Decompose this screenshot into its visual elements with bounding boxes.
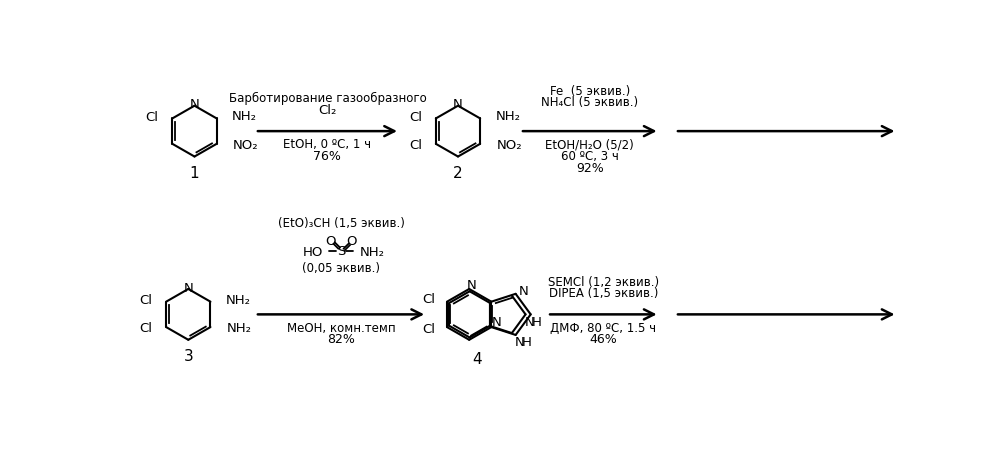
Text: NH₂: NH₂ bbox=[233, 110, 257, 124]
Text: NH₂: NH₂ bbox=[226, 294, 250, 307]
Text: EtOH/H₂O (5/2): EtOH/H₂O (5/2) bbox=[545, 138, 634, 152]
Text: Cl: Cl bbox=[409, 139, 422, 152]
Text: 76%: 76% bbox=[313, 150, 341, 163]
Text: NH₂: NH₂ bbox=[496, 110, 521, 124]
Text: N: N bbox=[190, 98, 200, 111]
Text: DIPEA (1,5 эквив.): DIPEA (1,5 эквив.) bbox=[549, 287, 658, 300]
Text: Cl: Cl bbox=[146, 111, 159, 124]
Text: NO₂: NO₂ bbox=[496, 139, 522, 152]
Text: 2: 2 bbox=[453, 166, 463, 181]
Text: Cl: Cl bbox=[139, 295, 153, 308]
Text: NH₂: NH₂ bbox=[227, 322, 251, 335]
Text: HO: HO bbox=[302, 245, 323, 258]
Text: O: O bbox=[345, 235, 356, 248]
Text: N: N bbox=[466, 279, 476, 292]
Text: SEMCl (1,2 эквив.): SEMCl (1,2 эквив.) bbox=[548, 276, 659, 289]
Text: S: S bbox=[336, 245, 345, 258]
Text: 3: 3 bbox=[184, 349, 194, 364]
Text: NH₂: NH₂ bbox=[359, 245, 384, 258]
Text: N: N bbox=[184, 282, 194, 295]
Text: NH₄Cl (5 эквив.): NH₄Cl (5 эквив.) bbox=[541, 96, 639, 109]
Text: 1: 1 bbox=[190, 166, 200, 181]
Text: Cl: Cl bbox=[139, 322, 153, 335]
Text: Cl: Cl bbox=[422, 293, 435, 306]
Text: 92%: 92% bbox=[576, 161, 604, 175]
Text: 4: 4 bbox=[473, 351, 482, 367]
Text: N: N bbox=[492, 316, 502, 329]
Text: EtOH, 0 ºC, 1 ч: EtOH, 0 ºC, 1 ч bbox=[283, 138, 371, 152]
Text: 60 ºC, 3 ч: 60 ºC, 3 ч bbox=[561, 150, 619, 163]
Text: H: H bbox=[532, 316, 541, 329]
Text: N: N bbox=[525, 316, 534, 329]
Text: O: O bbox=[325, 235, 336, 248]
Text: (0,05 эквив.): (0,05 эквив.) bbox=[302, 262, 380, 275]
Text: MeOH, комн.темп: MeOH, комн.темп bbox=[286, 322, 395, 335]
Text: N: N bbox=[515, 336, 524, 349]
Text: H: H bbox=[522, 336, 532, 349]
Text: Cl: Cl bbox=[409, 111, 422, 124]
Text: NO₂: NO₂ bbox=[233, 139, 258, 152]
Text: N: N bbox=[519, 285, 528, 298]
Text: ДМФ, 80 ºC, 1.5 ч: ДМФ, 80 ºC, 1.5 ч bbox=[550, 322, 657, 335]
Text: Cl₂: Cl₂ bbox=[318, 104, 336, 117]
Text: (EtO)₃CH (1,5 эквив.): (EtO)₃CH (1,5 эквив.) bbox=[277, 217, 404, 230]
Text: Cl: Cl bbox=[422, 322, 435, 336]
Text: 82%: 82% bbox=[327, 333, 355, 346]
Text: 46%: 46% bbox=[590, 333, 617, 346]
Text: Барботирование газообразного: Барботирование газообразного bbox=[229, 92, 426, 106]
Text: N: N bbox=[453, 98, 463, 111]
Text: Fe  (5 эквив.): Fe (5 эквив.) bbox=[550, 85, 630, 97]
